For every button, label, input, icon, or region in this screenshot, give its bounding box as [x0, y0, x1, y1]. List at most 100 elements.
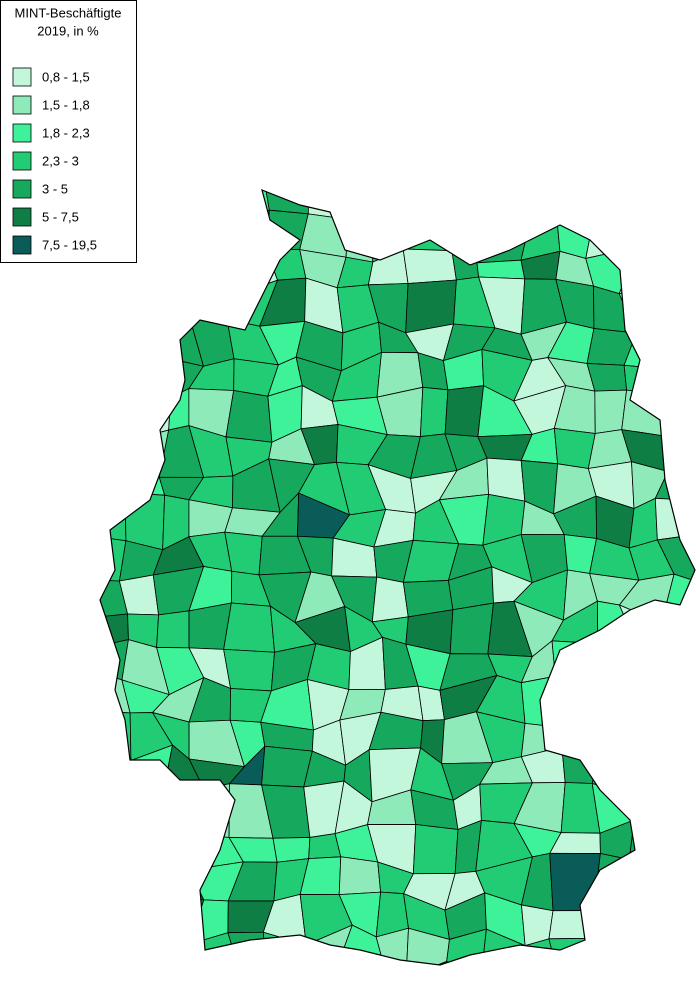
region [657, 903, 695, 932]
region [667, 432, 695, 473]
region [655, 243, 695, 298]
region [595, 978, 637, 991]
region [223, 648, 275, 692]
region [158, 212, 205, 261]
legend-swatch [12, 123, 32, 143]
region [188, 276, 236, 321]
region [119, 259, 173, 297]
region [419, 386, 449, 438]
region [621, 744, 671, 802]
region [625, 972, 677, 991]
region [667, 724, 695, 760]
region [657, 676, 695, 726]
region [100, 932, 137, 965]
region [439, 190, 497, 220]
region [100, 760, 132, 802]
region [486, 457, 526, 502]
region [618, 604, 664, 645]
region [670, 859, 694, 909]
region [585, 214, 640, 259]
region [628, 190, 662, 216]
region [126, 889, 163, 934]
region [673, 825, 695, 871]
region [367, 248, 409, 286]
region [548, 937, 603, 965]
region [556, 190, 594, 224]
region [591, 190, 635, 224]
region [189, 979, 242, 991]
region [89, 972, 136, 991]
region [119, 277, 156, 333]
region [227, 978, 267, 991]
legend-swatch [12, 235, 32, 255]
region [628, 858, 677, 905]
region [628, 209, 662, 248]
region [618, 292, 668, 336]
region [513, 190, 569, 217]
region [412, 824, 459, 875]
region [225, 390, 273, 443]
region [661, 330, 695, 370]
region [664, 292, 695, 336]
region [444, 385, 485, 438]
region [100, 492, 127, 542]
region [124, 492, 166, 551]
region [166, 831, 190, 871]
region [663, 784, 695, 829]
region [451, 250, 480, 281]
region [123, 791, 169, 835]
region [100, 899, 136, 942]
region [670, 395, 695, 438]
region [618, 243, 666, 295]
region [120, 320, 166, 362]
region [446, 928, 487, 965]
region [150, 961, 205, 965]
region [405, 960, 460, 965]
region [188, 240, 236, 296]
region [100, 459, 126, 505]
region [168, 387, 190, 431]
region [560, 981, 602, 991]
region [160, 929, 190, 965]
legend-label: 7,5 - 19,5 [42, 237, 97, 252]
region [631, 794, 675, 829]
region [402, 248, 457, 284]
region [338, 856, 382, 896]
region [661, 357, 695, 400]
region [628, 819, 677, 871]
region [623, 642, 665, 678]
legend-label: 5 - 7,5 [42, 209, 79, 224]
region [100, 856, 134, 904]
region [593, 853, 640, 912]
region [100, 350, 137, 395]
region [100, 534, 127, 582]
region [590, 676, 628, 729]
region [489, 190, 533, 220]
region [481, 979, 533, 991]
region [600, 937, 638, 965]
region [129, 961, 162, 965]
region [153, 254, 205, 279]
region [371, 576, 409, 623]
region [520, 675, 556, 727]
region [551, 640, 599, 679]
region [100, 388, 124, 443]
legend-title: MINT-Beschäftigte [15, 5, 122, 20]
country-outline [99, 189, 696, 966]
legend-swatch [12, 179, 32, 199]
region [227, 209, 270, 250]
region [152, 277, 190, 334]
region [598, 722, 628, 764]
legend-label: 1,8 - 2,3 [42, 125, 90, 140]
region [449, 602, 494, 655]
region [663, 744, 695, 802]
legend-swatch [12, 151, 32, 171]
region [134, 929, 163, 965]
region [100, 441, 124, 466]
region [156, 610, 190, 649]
legend-swatch [12, 207, 32, 227]
region [156, 864, 205, 901]
region [621, 723, 671, 764]
